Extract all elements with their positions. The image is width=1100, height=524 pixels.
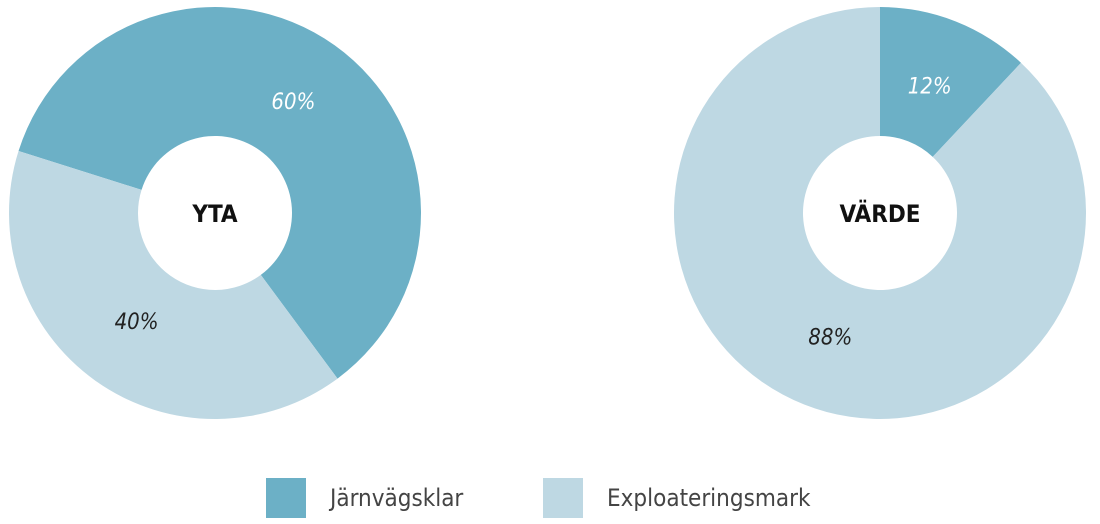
legend-label: Järnvägsklar (328, 484, 463, 512)
value-label: 40% (115, 310, 159, 335)
donut-center-title: YTA (191, 200, 238, 228)
donut-slice (18, 7, 422, 379)
donut-slice (674, 7, 1087, 419)
donut-slice (880, 7, 1022, 157)
legend-swatch (266, 478, 306, 518)
legend-label: Exploateringsmark (607, 484, 811, 512)
value-label: 60% (271, 90, 315, 115)
donut-center-title: VÄRDE (839, 199, 920, 228)
donut-slice (8, 151, 338, 419)
legend-swatch (543, 478, 583, 518)
value-label: 88% (808, 326, 852, 351)
value-label: 12% (908, 74, 952, 99)
